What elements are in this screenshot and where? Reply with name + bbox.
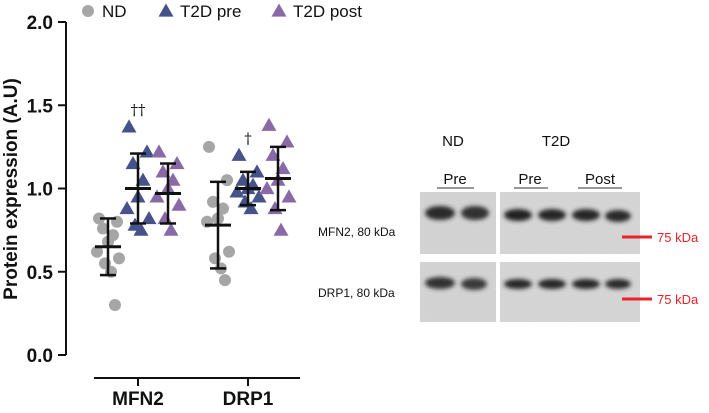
y-tick-label: 0.5: [27, 263, 54, 284]
data-point: [207, 195, 219, 208]
data-point: [221, 174, 233, 187]
blot-strip-drp1-t2d: [500, 262, 640, 322]
legend-label: T2D pre: [180, 2, 241, 21]
data-point: [121, 119, 137, 133]
data-point: [259, 181, 275, 195]
blot-col-nd-pre: Pre: [443, 171, 466, 188]
data-point: [141, 210, 157, 225]
blot-group-t2d: T2D: [542, 133, 571, 150]
legend-item: ND: [82, 2, 127, 21]
significance-marker: †: [244, 130, 252, 148]
legend-item: T2D pre: [158, 2, 241, 21]
data-point: [217, 202, 229, 215]
data-point: [251, 189, 267, 203]
y-axis: 0.0 0.5 1.0 1.5 2.0: [27, 13, 67, 367]
x-tick-label: DRP1: [223, 389, 274, 410]
y-tick-label: 1.5: [27, 96, 54, 117]
data-point: [243, 200, 259, 215]
y-tick-label: 2.0: [27, 13, 53, 34]
blot-row-drp1-label: DRP1, 80 kDa: [318, 286, 395, 300]
blot-group-nd: ND: [442, 133, 464, 150]
data-point: [273, 222, 289, 236]
legend-item: T2D post: [271, 2, 362, 21]
data-point: [219, 274, 231, 287]
data-point: [139, 144, 155, 158]
y-tick-label: 0.0: [27, 346, 53, 367]
data-point: [133, 222, 149, 236]
data-point: [157, 210, 173, 225]
y-axis-label: Protein expression (A.U): [1, 78, 22, 300]
significance-annotations: †††: [131, 101, 253, 147]
data-point: [249, 164, 265, 178]
scatter-chart: Protein expression (A.U) 0.0 0.5 1.0 1.5 2.0…: [1, 2, 362, 410]
data-point: [149, 189, 165, 203]
error-bar: [95, 217, 121, 277]
data-point: [91, 245, 103, 258]
data-point: [261, 117, 277, 131]
legend-label: T2D post: [293, 2, 362, 21]
data-point: [97, 222, 109, 235]
blot-strip-mfn2-nd: [420, 192, 496, 254]
marker-label-2: 75 kDa: [657, 292, 699, 307]
data-point: [229, 184, 245, 198]
legend-label: ND: [102, 2, 127, 21]
data-points: [91, 117, 297, 312]
data-point: [119, 200, 135, 215]
data-point: [171, 197, 187, 211]
data-point: [93, 212, 105, 225]
legend-marker: [82, 5, 94, 17]
data-point: [281, 189, 297, 203]
western-blot: ND T2D Pre Pre Post MFN2, 80 kDa DRP1, 8…: [318, 133, 699, 322]
data-point: [169, 156, 185, 170]
blot-col-t2d-post: Post: [585, 171, 616, 188]
blot-row-mfn2-label: MFN2, 80 kDa: [318, 225, 396, 239]
blot-col-t2d-pre: Pre: [518, 171, 541, 188]
error-bar: [265, 145, 291, 212]
data-point: [151, 144, 167, 158]
data-point: [223, 245, 235, 258]
x-tick-label: MFN2: [112, 389, 164, 410]
data-point: [109, 299, 121, 312]
error-bar: [155, 162, 181, 225]
data-point: [163, 222, 179, 236]
significance-marker: ††: [131, 101, 147, 119]
data-point: [279, 134, 295, 148]
error-bar: [205, 180, 231, 270]
blot-strip-mfn2-t2d: [500, 192, 640, 254]
error-bars: [95, 145, 291, 277]
error-bar: [235, 170, 261, 207]
x-axis: MFN2 DRP1: [94, 377, 300, 410]
data-point: [267, 200, 283, 215]
data-point: [113, 252, 125, 265]
data-point: [231, 147, 247, 161]
legend: ND T2D pre T2D post: [82, 2, 362, 21]
data-point: [203, 140, 215, 153]
legend-marker: [271, 3, 287, 17]
legend-marker: [158, 3, 174, 17]
y-tick-label: 1.0: [27, 180, 53, 201]
error-bar: [125, 152, 151, 225]
blot-strip-drp1-nd: [420, 262, 496, 322]
marker-label-1: 75 kDa: [657, 230, 699, 245]
